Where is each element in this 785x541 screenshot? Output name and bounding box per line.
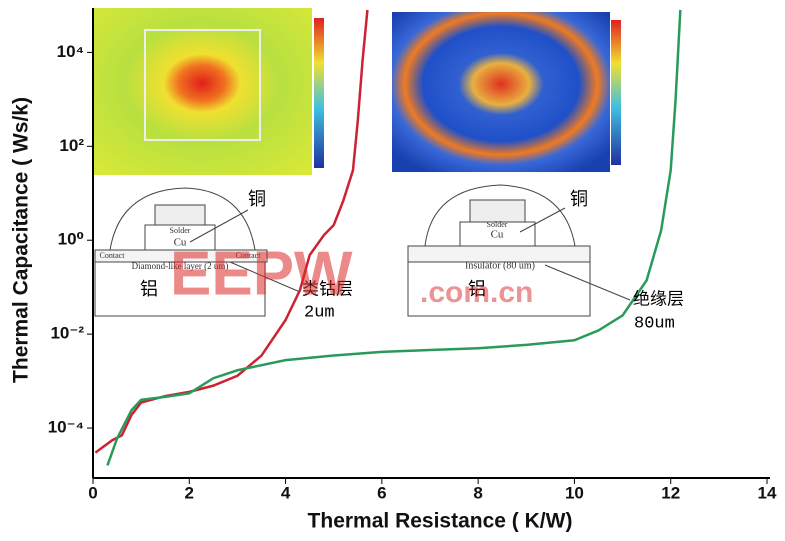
inset-images xyxy=(92,8,632,175)
leader-line xyxy=(229,261,301,293)
y-tick-label: 10⁰ xyxy=(58,230,84,249)
annotation: .com.cn xyxy=(420,276,533,309)
data-line xyxy=(94,9,369,454)
x-axis-label: Thermal Resistance ( K/W) xyxy=(308,510,573,533)
thermal-image xyxy=(392,12,610,172)
diagram-base xyxy=(407,257,591,317)
annotation: Cu xyxy=(174,237,187,249)
diagram-chip xyxy=(469,199,526,223)
diagram-base xyxy=(94,257,266,317)
leader-line xyxy=(519,207,566,233)
annotation: Solder xyxy=(170,226,191,235)
colorbar xyxy=(314,18,324,168)
diagram-arc xyxy=(424,184,576,247)
diagram-block xyxy=(459,221,536,247)
y-tick-label: 10⁻² xyxy=(50,324,84,343)
colorbar xyxy=(611,20,621,165)
thermal-image xyxy=(92,8,312,175)
diagram-chip xyxy=(154,204,206,226)
annotation: 绝缘层 xyxy=(633,289,684,308)
annotation: 铝 xyxy=(140,279,158,299)
x-tick-label: 8 xyxy=(473,483,482,502)
annotation: 铜 xyxy=(570,189,588,209)
x-tick-label: 0 xyxy=(88,483,97,502)
x-tick-label: 12 xyxy=(661,483,680,502)
y-axis-label: Thermal Capacitance ( Ws/k) xyxy=(10,97,33,383)
annotation: Solder xyxy=(487,220,508,229)
x-tick-label: 4 xyxy=(281,483,291,502)
annotation: Diamond-like layer (2 um) xyxy=(132,261,229,271)
x-tick-label: 6 xyxy=(377,483,386,502)
y-tick-label: 10⁴ xyxy=(57,42,84,61)
annotation: Cu xyxy=(491,229,504,241)
y-tick-label: 10⁻⁴ xyxy=(48,418,84,437)
x-tick-label: 10 xyxy=(565,483,584,502)
inset-diagrams xyxy=(94,184,631,317)
annotation: 铜 xyxy=(248,189,266,209)
x-tick-label: 2 xyxy=(185,483,194,502)
leader-line xyxy=(544,264,631,301)
annotation: EEPW xyxy=(170,239,353,308)
annotation: 80um xyxy=(634,314,675,333)
annotation: 2um xyxy=(304,303,335,322)
leader-line xyxy=(189,209,249,243)
data-line xyxy=(106,9,682,466)
image-outline xyxy=(144,29,261,141)
x-tick-label: 14 xyxy=(758,483,777,502)
diagram-arc xyxy=(109,187,256,251)
annotation: Contact xyxy=(100,251,126,260)
y-tick-label: 10² xyxy=(59,136,84,155)
annotation: Insulator (80 um) xyxy=(465,260,535,271)
annotation: 类钴层 xyxy=(302,279,353,298)
annotation: Contact xyxy=(236,251,262,260)
annotation: 铝 xyxy=(468,279,486,299)
